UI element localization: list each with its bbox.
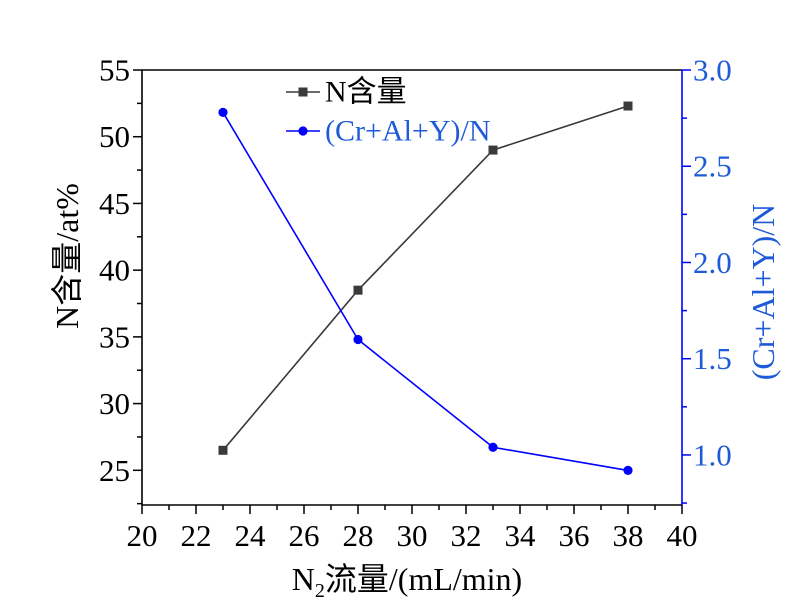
x-tick-label: 36 <box>559 518 590 553</box>
x-tick-label: 20 <box>127 518 158 553</box>
y-left-tick-label: 35 <box>99 319 130 354</box>
x-axis-label-subscript: 2 <box>315 580 325 602</box>
axes-ticks: 20 22 24 26 28 30 32 34 36 38 40 25 30 35 40 45 50 55 1.0 1… <box>99 53 732 554</box>
y-right-tick-label: 1.5 <box>693 341 732 376</box>
y-right-tick-label: 2.5 <box>693 149 732 184</box>
n-content-line <box>222 105 629 451</box>
n-content-point <box>623 101 633 111</box>
y-axis-left-label: N含量/at% <box>49 183 85 329</box>
legend-entry-ratio: (Cr+Al+Y)/N <box>286 115 490 148</box>
x-tick-label: 26 <box>289 518 320 553</box>
legend-entry-n-content: N含量 <box>286 76 407 109</box>
x-axis-label-main: N <box>292 561 315 597</box>
ratio-point <box>353 334 363 345</box>
x-tick-label: 32 <box>451 518 482 553</box>
x-tick-label: 40 <box>667 518 698 553</box>
y-left-tick-label: 55 <box>99 53 130 88</box>
legend-circle-marker-icon <box>298 126 308 136</box>
y-right-tick-label: 2.0 <box>693 245 732 280</box>
ratio-point <box>218 107 228 117</box>
x-tick-label: 22 <box>181 518 212 553</box>
legend: N含量 (Cr+Al+Y)/N <box>286 76 490 148</box>
legend-label-n-content: N含量 <box>325 76 407 109</box>
y-left-tick-label: 30 <box>99 386 130 421</box>
series-layer <box>218 101 633 475</box>
y-axis-right-label: (Cr+Al+Y)/N <box>745 204 781 381</box>
ratio-line <box>222 111 629 472</box>
x-tick-label: 30 <box>397 518 428 553</box>
y-right-tick-label: 1.0 <box>693 437 732 472</box>
ratio-point <box>623 465 633 475</box>
x-axis-label-rest: 流量/(mL/min) <box>325 561 522 597</box>
x-tick-label: 38 <box>613 518 644 553</box>
y-left-tick-label: 25 <box>99 453 130 488</box>
x-tick-label: 28 <box>343 518 374 553</box>
y-left-tick-label: 45 <box>99 186 130 221</box>
y-left-tick-label: 50 <box>99 119 130 154</box>
x-axis-label: N2流量/(mL/min) <box>292 561 522 602</box>
x-tick-label: 24 <box>235 518 267 553</box>
n-content-point <box>488 145 498 155</box>
y-right-tick-label: 3.0 <box>693 53 732 88</box>
legend-label-ratio: (Cr+Al+Y)/N <box>325 115 490 148</box>
legend-square-marker-icon <box>298 87 308 97</box>
n-content-point <box>218 445 228 455</box>
n-content-point <box>353 285 363 295</box>
ratio-point <box>488 442 498 452</box>
x-tick-label: 34 <box>505 518 537 553</box>
y-left-tick-label: 40 <box>99 253 130 288</box>
